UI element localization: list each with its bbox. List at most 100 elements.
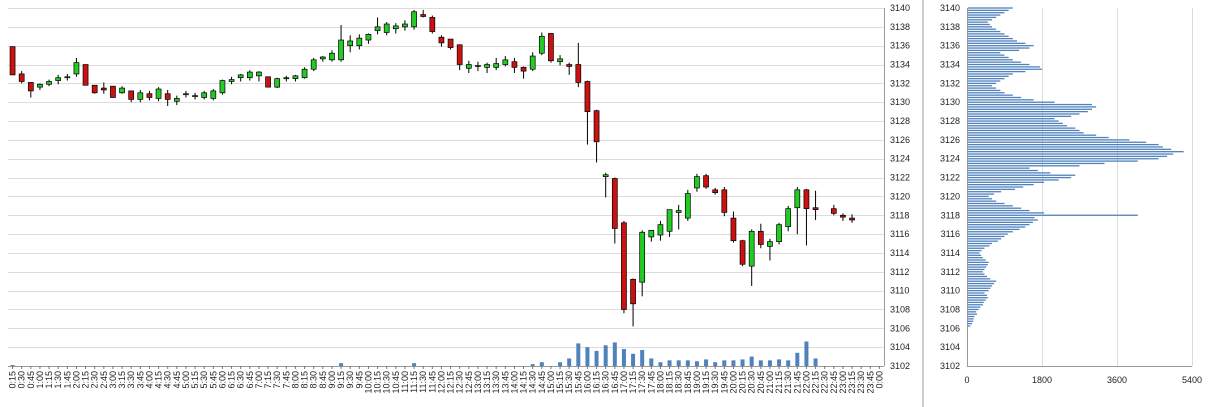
time-tick-label: 6:00 [217, 371, 227, 389]
profile-bar [968, 94, 1013, 96]
candle-body [575, 64, 582, 83]
profile-bar [968, 266, 987, 268]
profile-price-tick-label: 3108 [940, 304, 960, 314]
profile-bar [968, 19, 992, 21]
profile-bar [968, 16, 997, 19]
time-tick-label: 10:15 [373, 371, 383, 394]
candle-body [812, 207, 819, 210]
candle-body [27, 82, 34, 92]
profile-bars [968, 7, 1184, 327]
profile-bar [968, 212, 1045, 214]
candle-body [511, 61, 518, 68]
time-tick-label: 9:15 [336, 371, 346, 389]
profile-bar [968, 30, 1001, 33]
candle-body [447, 38, 454, 48]
candle-body [137, 92, 144, 100]
profile-bar [968, 292, 985, 294]
candle-body [374, 26, 381, 31]
profile-bar [968, 209, 1030, 212]
candle-body [484, 64, 490, 68]
profile-bar [968, 325, 971, 327]
profile-bar [968, 278, 991, 280]
time-tick-label: 2:45 [99, 371, 109, 389]
profile-bar [968, 96, 1022, 99]
profile-bar [968, 85, 992, 87]
candle-body [201, 92, 208, 98]
volume-bar [804, 341, 809, 366]
profile-bar [968, 169, 1038, 172]
price-tick-label: 3116 [890, 229, 909, 239]
candle-body [611, 178, 618, 229]
time-tick-label: 20:30 [747, 371, 757, 394]
time-tick-label: 21:00 [765, 371, 775, 394]
time-tick-label: 16:30 [601, 371, 611, 394]
time-tick-label: 14:15 [519, 371, 529, 394]
profile-bar [968, 245, 990, 247]
price-tick-label: 3128 [890, 116, 910, 126]
profile-bar [968, 136, 1109, 139]
profile-bar [968, 82, 997, 85]
profile-bar [968, 294, 987, 296]
profile-bar [968, 198, 992, 200]
candle-body [411, 11, 417, 28]
time-tick-label: 15:30 [564, 371, 574, 394]
profile-bar [968, 297, 988, 299]
candle-body [347, 40, 354, 47]
time-tick-label: 23:30 [856, 371, 866, 394]
candle-body [538, 35, 545, 54]
candle-body [475, 65, 481, 67]
time-tick-label: 9:45 [354, 371, 364, 389]
candle-body [301, 68, 308, 79]
time-tick-label: 10:00 [363, 371, 373, 394]
profile-bar [968, 313, 977, 315]
time-tick-label: 16:00 [582, 371, 592, 394]
volume-bar [685, 360, 690, 366]
profile-bar [968, 318, 974, 320]
candle-body [767, 241, 773, 247]
candle-body [256, 71, 262, 77]
price-tick-label: 3132 [890, 78, 910, 88]
volume-bar [594, 350, 599, 366]
time-tick-label: 13:45 [500, 371, 510, 394]
profile-price-tick-label: 3122 [940, 173, 960, 183]
time-tick-label: 23:45 [865, 371, 875, 394]
profile-volume-tick-label: 0 [964, 375, 969, 385]
profile-bar [968, 68, 1042, 70]
candle-body [265, 76, 271, 88]
profile-bar [968, 148, 1172, 150]
profile-bar [968, 235, 1005, 238]
price-tick-label: 3106 [890, 323, 910, 333]
profile-bar [968, 261, 989, 264]
time-tick-label: 5:30 [199, 371, 209, 389]
profile-bar [968, 54, 1005, 56]
profile-price-tick-label: 3130 [940, 97, 960, 107]
candle-body [438, 36, 445, 44]
time-tick-label: 14:00 [509, 371, 519, 394]
candle-body [840, 214, 846, 218]
candle-body [292, 75, 299, 80]
volume-bar [704, 359, 709, 366]
volume-profile-chart: 3102 3104 3106 3108 3110 3112 3114 3116 3118 3120… [940, 3, 1202, 385]
price-tick-label: 3104 [890, 342, 910, 352]
candle-body [712, 189, 719, 194]
candle-body [548, 33, 554, 62]
time-tick-label: 23:00 [838, 371, 848, 394]
time-tick-label: 2:30 [90, 371, 100, 389]
profile-bar [968, 14, 1001, 16]
profile-price-tick-label: 3136 [940, 41, 960, 51]
volume-bar [539, 362, 544, 366]
profile-bar [968, 75, 1009, 77]
time-tick-label: 22:30 [820, 371, 830, 394]
candle-body [9, 46, 16, 76]
profile-bar [968, 139, 1130, 141]
profile-price-tick-label: 3102 [940, 361, 960, 371]
profile-bar [968, 315, 975, 318]
volume-bar [713, 362, 718, 366]
time-tick-label: 18:00 [655, 371, 665, 394]
profile-bar [968, 80, 1001, 82]
time-tick-label: 16:15 [592, 371, 602, 394]
time-tick-label: 8:00 [290, 371, 300, 389]
time-tick-label: 12:45 [464, 371, 474, 394]
time-tick-label: 0:15 [8, 371, 18, 389]
profile-bar [968, 129, 1080, 132]
